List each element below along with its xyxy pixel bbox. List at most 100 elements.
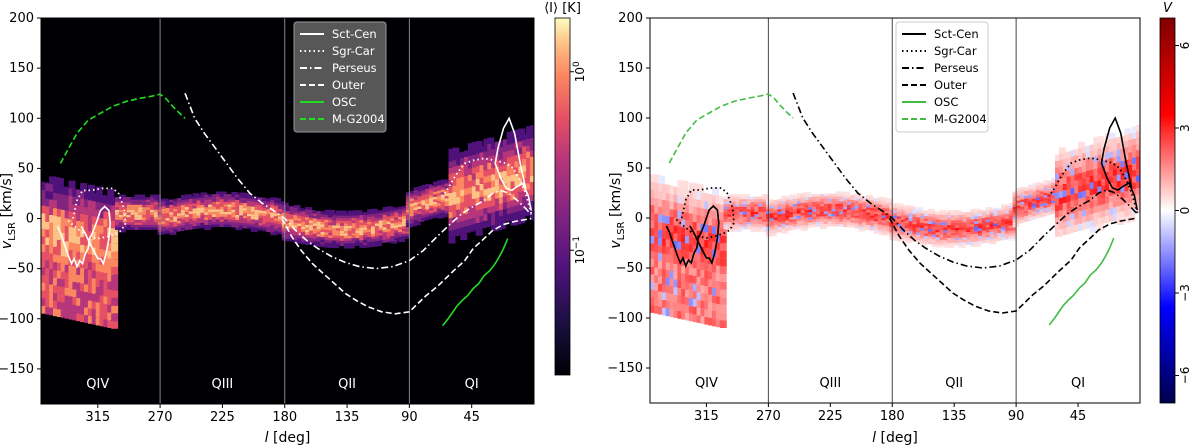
heatmap-cell (858, 211, 866, 214)
heatmap-cell (1020, 189, 1028, 192)
heatmap-cell (958, 235, 966, 238)
heatmap-cell (510, 187, 518, 194)
heatmap-cell (1028, 197, 1036, 200)
heatmap-cell (931, 219, 939, 222)
heatmap-cell (719, 251, 727, 259)
heatmap-cell (41, 282, 49, 291)
heatmap-cell (908, 221, 916, 224)
heatmap-cell (958, 245, 966, 248)
heatmap-cell (91, 293, 99, 302)
heatmap-cell (889, 204, 897, 208)
heatmap-cell (808, 196, 816, 200)
heatmap-cell (785, 210, 793, 213)
heatmap-cell (1020, 191, 1028, 195)
heatmap-cell (200, 212, 208, 216)
heatmap-cell (370, 208, 378, 212)
heatmap-cell (49, 245, 57, 254)
heatmap-cell (989, 221, 997, 225)
heatmap-cell (719, 227, 727, 236)
heatmap-cell (654, 282, 662, 291)
heatmap-cell (401, 233, 409, 237)
heatmap-cell (343, 243, 351, 246)
heatmap-cell (235, 225, 243, 228)
heatmap-cell (831, 216, 839, 219)
heatmap-cell (870, 218, 878, 221)
heatmap-cell (460, 195, 468, 203)
heatmap-cell (742, 211, 750, 215)
heatmap-cell (87, 238, 95, 247)
heatmap-cell (274, 223, 282, 226)
heatmap-cell (1081, 216, 1089, 223)
heatmap-cell (654, 252, 662, 260)
heatmap-cell (943, 235, 951, 238)
heatmap-cell (923, 231, 931, 234)
heatmap-cell (681, 234, 689, 243)
heatmap-cell (981, 225, 989, 228)
heatmap-cell (522, 159, 530, 166)
heatmap-cell (56, 293, 64, 302)
heatmap-cell (719, 281, 727, 290)
heatmap-cell (258, 217, 266, 221)
heatmap-cell (49, 299, 57, 308)
heatmap-cell (184, 194, 192, 197)
heatmap-cell (122, 202, 130, 205)
heatmap-cell (985, 214, 993, 218)
heatmap-cell (916, 227, 924, 230)
heatmap-cell (1035, 197, 1043, 201)
heatmap-cell (173, 229, 181, 232)
heatmap-cell (425, 196, 433, 200)
heatmap-cell (219, 216, 227, 220)
heatmap-cell (723, 214, 731, 217)
heatmap-cell (173, 226, 181, 230)
heatmap-cell (258, 205, 266, 208)
heatmap-cell (386, 236, 394, 240)
heatmap-cell (823, 203, 831, 207)
heatmap-cell (796, 221, 804, 224)
heatmap-cell (1028, 217, 1036, 220)
heatmap-cell (1101, 216, 1109, 224)
heatmap-cell (789, 207, 797, 210)
heatmap-cell (939, 232, 947, 235)
heatmap-cell (502, 208, 510, 216)
heatmap-cell (858, 208, 866, 212)
heatmap-cell (1066, 170, 1074, 177)
heatmap-cell (650, 297, 658, 306)
heatmap-cell (518, 141, 526, 148)
heatmap-cell (134, 222, 142, 225)
heatmap-cell (1035, 192, 1043, 195)
heatmap-cell (390, 218, 398, 221)
heatmap-cell (417, 191, 425, 194)
heatmap-cell (204, 214, 212, 218)
heatmap-cell (223, 219, 231, 222)
heatmap-cell (126, 217, 134, 220)
heatmap-cell (483, 201, 491, 209)
heatmap-cell (111, 205, 119, 214)
arm-outer (281, 217, 532, 315)
heatmap-cell (258, 212, 266, 216)
heatmap-cell (1097, 180, 1105, 187)
heatmap-cell (700, 200, 708, 209)
heatmap-cell (677, 249, 685, 258)
heatmap-cell (514, 154, 522, 162)
heatmap-cell (246, 208, 254, 212)
heatmap-cell (735, 226, 743, 230)
heatmap-cell (305, 212, 313, 215)
heatmap-cell (931, 211, 939, 215)
heatmap-cell (862, 226, 870, 230)
heatmap-cell (200, 225, 208, 228)
heatmap-cell (417, 186, 425, 189)
heatmap-cell (60, 248, 68, 257)
heatmap-cell (479, 209, 487, 216)
heatmap-cell (409, 206, 417, 209)
heatmap-cell (370, 226, 378, 229)
heatmap-cell (169, 209, 177, 213)
heatmap-cell (1047, 181, 1055, 185)
heatmap-cell (118, 202, 126, 205)
heatmap-cell (989, 216, 997, 220)
heatmap-cell (467, 225, 475, 232)
heatmap-cell (115, 214, 123, 218)
heatmap-cell (68, 296, 76, 305)
heatmap-cell (823, 213, 831, 217)
heatmap-cell (192, 215, 200, 219)
heatmap-cell (448, 199, 456, 206)
